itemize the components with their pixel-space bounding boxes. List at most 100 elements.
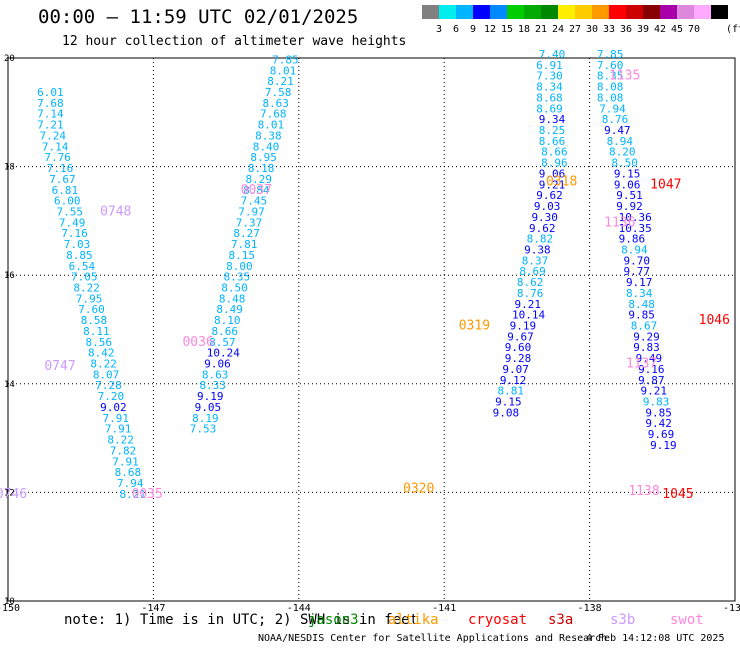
- wave-height-value: 8.66: [212, 325, 239, 338]
- satellite-s3b: s3b: [610, 612, 636, 628]
- wave-height-value: 9.29: [633, 330, 660, 343]
- wave-height-value: 9.12: [500, 374, 526, 387]
- color-swatch: [711, 5, 728, 19]
- wave-height-value: 8.27: [233, 227, 260, 240]
- pass-label: 0035: [132, 487, 163, 502]
- wave-height-value: 9.21: [514, 298, 541, 311]
- wave-height-value: 9.85: [628, 309, 655, 322]
- wave-height-value: 9.62: [536, 189, 563, 202]
- wave-height-value: 8.42: [88, 347, 115, 360]
- pass-label: 1047: [650, 177, 681, 192]
- wave-height-value: 7.81: [231, 238, 257, 251]
- satellite-jason3: jason3: [308, 612, 359, 628]
- wave-height-value: 8.96: [541, 157, 568, 170]
- color-scale-label: 3: [435, 24, 443, 35]
- color-swatch: [643, 5, 660, 19]
- x-tick-label: -147: [141, 603, 165, 614]
- wave-height-value: 7.60: [78, 303, 105, 316]
- pass-label: 0320: [403, 481, 434, 496]
- color-scale-label: 45: [670, 24, 684, 35]
- wave-height-value: 9.19: [650, 439, 677, 452]
- wave-height-value: 7.97: [238, 205, 265, 218]
- wave-height-value: 9.28: [505, 352, 532, 365]
- wave-height-value: 8.68: [115, 466, 142, 479]
- wave-height-value: 8.63: [202, 368, 229, 381]
- wave-height-value: 9.05: [195, 401, 222, 414]
- wave-height-value: 8.10: [214, 314, 241, 327]
- color-swatch: [507, 5, 524, 19]
- chart-subtitle: 12 hour collection of altimeter wave hei…: [62, 34, 407, 49]
- wave-height-value: 9.16: [638, 363, 665, 376]
- wave-height-value: 8.94: [607, 135, 634, 148]
- wave-height-value: 9.08: [493, 406, 519, 419]
- wave-height-value: 7.21: [37, 119, 64, 132]
- wave-height-value: 8.94: [621, 243, 648, 256]
- wave-height-value: 9.34: [539, 113, 566, 126]
- wave-height-value: 7.67: [49, 173, 76, 186]
- pass-label: 0037: [241, 183, 272, 198]
- wave-height-value: 7.60: [597, 59, 624, 72]
- wave-height-value: 7.49: [59, 216, 86, 229]
- wave-height-value: 9.03: [534, 200, 561, 213]
- color-swatch: [439, 5, 456, 19]
- wave-height-value: 8.63: [262, 97, 289, 110]
- wave-height-value: 8.25: [539, 124, 566, 137]
- time-note: note: 1) Time is in UTC; 2) SWH is in fe…: [64, 612, 419, 628]
- wave-height-value: 9.30: [531, 211, 558, 224]
- wave-height-value: 8.00: [226, 260, 253, 273]
- wave-height-value: 9.70: [624, 254, 651, 267]
- color-scale-label: 36: [619, 24, 633, 35]
- x-tick-label: -141: [432, 603, 456, 614]
- x-tick-label: -144: [287, 603, 311, 614]
- color-scale-label: 18: [517, 24, 531, 35]
- wave-height-value: 9.21: [539, 178, 566, 191]
- wave-height-value: 6.01: [37, 86, 64, 99]
- wave-height-value: 8.33: [199, 379, 226, 392]
- wave-height-value: 7.14: [42, 140, 69, 153]
- satellite-cryosat: cryosat: [468, 612, 528, 628]
- wave-height-value: 8.76: [602, 113, 629, 126]
- wave-height-value: 8.19: [192, 412, 219, 425]
- color-swatch: [456, 5, 473, 19]
- wave-height-value: 9.06: [539, 167, 566, 180]
- wave-height-value: 8.95: [250, 151, 276, 164]
- wave-height-value: 9.07: [502, 363, 529, 376]
- wave-height-value: 8.01: [258, 119, 285, 132]
- wave-height-value: 8.85: [66, 249, 93, 262]
- wave-height-value: 8.40: [253, 140, 279, 153]
- plot-frame: [7, 57, 736, 602]
- wave-height-value: 9.06: [204, 358, 231, 371]
- pass-label: 1138: [628, 484, 659, 499]
- wave-height-value: 7.24: [40, 129, 67, 142]
- x-tick-label: -135: [723, 603, 740, 614]
- color-swatch: [694, 5, 711, 19]
- wave-height-value: 7.55: [56, 205, 83, 218]
- wave-height-value: 8.67: [631, 320, 658, 333]
- wave-height-value: 6.00: [54, 195, 81, 208]
- wave-height-value: 8.82: [527, 233, 554, 246]
- pass-label: 1136: [604, 215, 635, 230]
- y-tick-label: 18: [4, 163, 15, 173]
- y-tick-label: 20: [4, 54, 15, 64]
- wave-height-value: 9.83: [633, 341, 660, 354]
- wave-height-value: 9.86: [619, 233, 646, 246]
- wave-height-value: 6.54: [69, 260, 96, 273]
- wave-height-value: 8.35: [597, 70, 624, 83]
- wave-height-value: 9.83: [643, 396, 670, 409]
- wave-height-value: 7.05: [71, 271, 98, 284]
- wave-height-value: 9.67: [507, 330, 534, 343]
- color-scale-label: 6: [452, 24, 460, 35]
- y-tick-label: 10: [4, 597, 15, 607]
- wave-height-value: 8.29: [245, 173, 272, 186]
- wave-height-value: 8.22: [73, 281, 100, 294]
- wave-height-value: 10.24: [207, 347, 240, 360]
- wave-height-value: 9.17: [626, 276, 653, 289]
- color-swatch: [626, 5, 643, 19]
- color-swatch: [524, 5, 541, 19]
- wave-height-value: 8.34: [626, 287, 653, 300]
- wave-height-value: 10.14: [512, 309, 545, 322]
- wave-height-value: 7.95: [76, 292, 103, 305]
- color-swatch: [592, 5, 609, 19]
- pass-label: 0318: [546, 175, 577, 190]
- wave-height-value: 7.68: [260, 108, 287, 121]
